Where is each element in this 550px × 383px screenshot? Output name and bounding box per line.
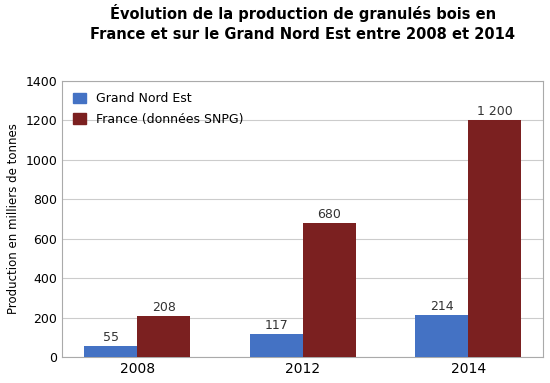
Text: 208: 208: [152, 301, 175, 314]
Text: 55: 55: [103, 331, 119, 344]
Bar: [468, 120, 521, 357]
Text: 680: 680: [317, 208, 341, 221]
Bar: [84, 346, 137, 357]
Bar: [302, 223, 356, 357]
Text: Évolution de la production de granulés bois en
France et sur le Grand Nord Est e: Évolution de la production de granulés b…: [90, 4, 515, 42]
Text: 117: 117: [265, 319, 288, 332]
Text: 1 200: 1 200: [477, 105, 513, 118]
Bar: [415, 315, 468, 357]
Text: 214: 214: [430, 300, 454, 313]
Y-axis label: Production en milliers de tonnes: Production en milliers de tonnes: [7, 124, 20, 314]
Legend: Grand Nord Est, France (données SNPG): Grand Nord Est, France (données SNPG): [69, 87, 249, 131]
Bar: [250, 334, 303, 357]
Bar: [137, 316, 190, 357]
